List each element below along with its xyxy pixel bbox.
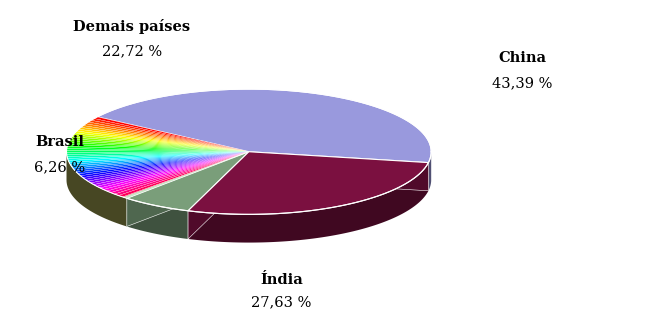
Text: 43,39 %: 43,39 % bbox=[492, 76, 553, 90]
Polygon shape bbox=[73, 152, 249, 170]
Text: 27,63 %: 27,63 % bbox=[251, 295, 311, 309]
Polygon shape bbox=[127, 152, 249, 227]
Polygon shape bbox=[72, 135, 249, 152]
Polygon shape bbox=[118, 152, 249, 197]
Polygon shape bbox=[77, 152, 249, 174]
Polygon shape bbox=[69, 139, 249, 152]
Polygon shape bbox=[67, 152, 127, 227]
Text: Brasil: Brasil bbox=[35, 135, 84, 149]
Polygon shape bbox=[68, 143, 249, 152]
Polygon shape bbox=[67, 152, 249, 155]
Polygon shape bbox=[67, 152, 249, 161]
Polygon shape bbox=[67, 145, 249, 152]
Polygon shape bbox=[81, 125, 249, 152]
Polygon shape bbox=[114, 152, 249, 196]
Polygon shape bbox=[86, 122, 249, 152]
Text: Índia: Índia bbox=[260, 273, 303, 287]
Polygon shape bbox=[67, 152, 249, 156]
Polygon shape bbox=[91, 152, 249, 185]
Polygon shape bbox=[78, 152, 249, 176]
Text: 6,26 %: 6,26 % bbox=[35, 161, 86, 174]
Polygon shape bbox=[188, 152, 249, 239]
Polygon shape bbox=[97, 152, 249, 188]
Text: 22,72 %: 22,72 % bbox=[101, 45, 162, 58]
Polygon shape bbox=[77, 129, 249, 152]
Polygon shape bbox=[107, 152, 249, 193]
Polygon shape bbox=[68, 152, 249, 162]
Polygon shape bbox=[67, 150, 249, 153]
Polygon shape bbox=[69, 152, 249, 164]
Polygon shape bbox=[67, 149, 249, 152]
Polygon shape bbox=[88, 152, 249, 183]
Polygon shape bbox=[67, 147, 249, 152]
Polygon shape bbox=[75, 152, 249, 172]
Polygon shape bbox=[75, 131, 249, 152]
Polygon shape bbox=[69, 141, 249, 152]
Polygon shape bbox=[127, 198, 188, 239]
Polygon shape bbox=[188, 152, 249, 239]
Polygon shape bbox=[127, 152, 249, 211]
Polygon shape bbox=[70, 152, 249, 166]
Polygon shape bbox=[85, 152, 249, 181]
Polygon shape bbox=[97, 89, 431, 163]
Polygon shape bbox=[73, 133, 249, 152]
Polygon shape bbox=[71, 152, 249, 168]
Polygon shape bbox=[83, 152, 249, 179]
Polygon shape bbox=[83, 124, 249, 152]
Polygon shape bbox=[124, 152, 249, 198]
Polygon shape bbox=[78, 127, 249, 152]
Text: Demais países: Demais países bbox=[73, 19, 190, 34]
Polygon shape bbox=[71, 137, 249, 152]
Polygon shape bbox=[188, 163, 428, 243]
Polygon shape bbox=[100, 152, 249, 190]
Polygon shape bbox=[80, 152, 249, 178]
Polygon shape bbox=[111, 152, 249, 194]
Polygon shape bbox=[94, 117, 249, 152]
Polygon shape bbox=[122, 152, 249, 198]
Polygon shape bbox=[91, 118, 249, 152]
Polygon shape bbox=[67, 152, 249, 159]
Polygon shape bbox=[188, 152, 428, 214]
Polygon shape bbox=[103, 152, 249, 191]
Text: China: China bbox=[498, 51, 546, 65]
Polygon shape bbox=[94, 152, 249, 186]
Polygon shape bbox=[428, 152, 431, 191]
Polygon shape bbox=[88, 120, 249, 152]
Polygon shape bbox=[249, 152, 428, 191]
